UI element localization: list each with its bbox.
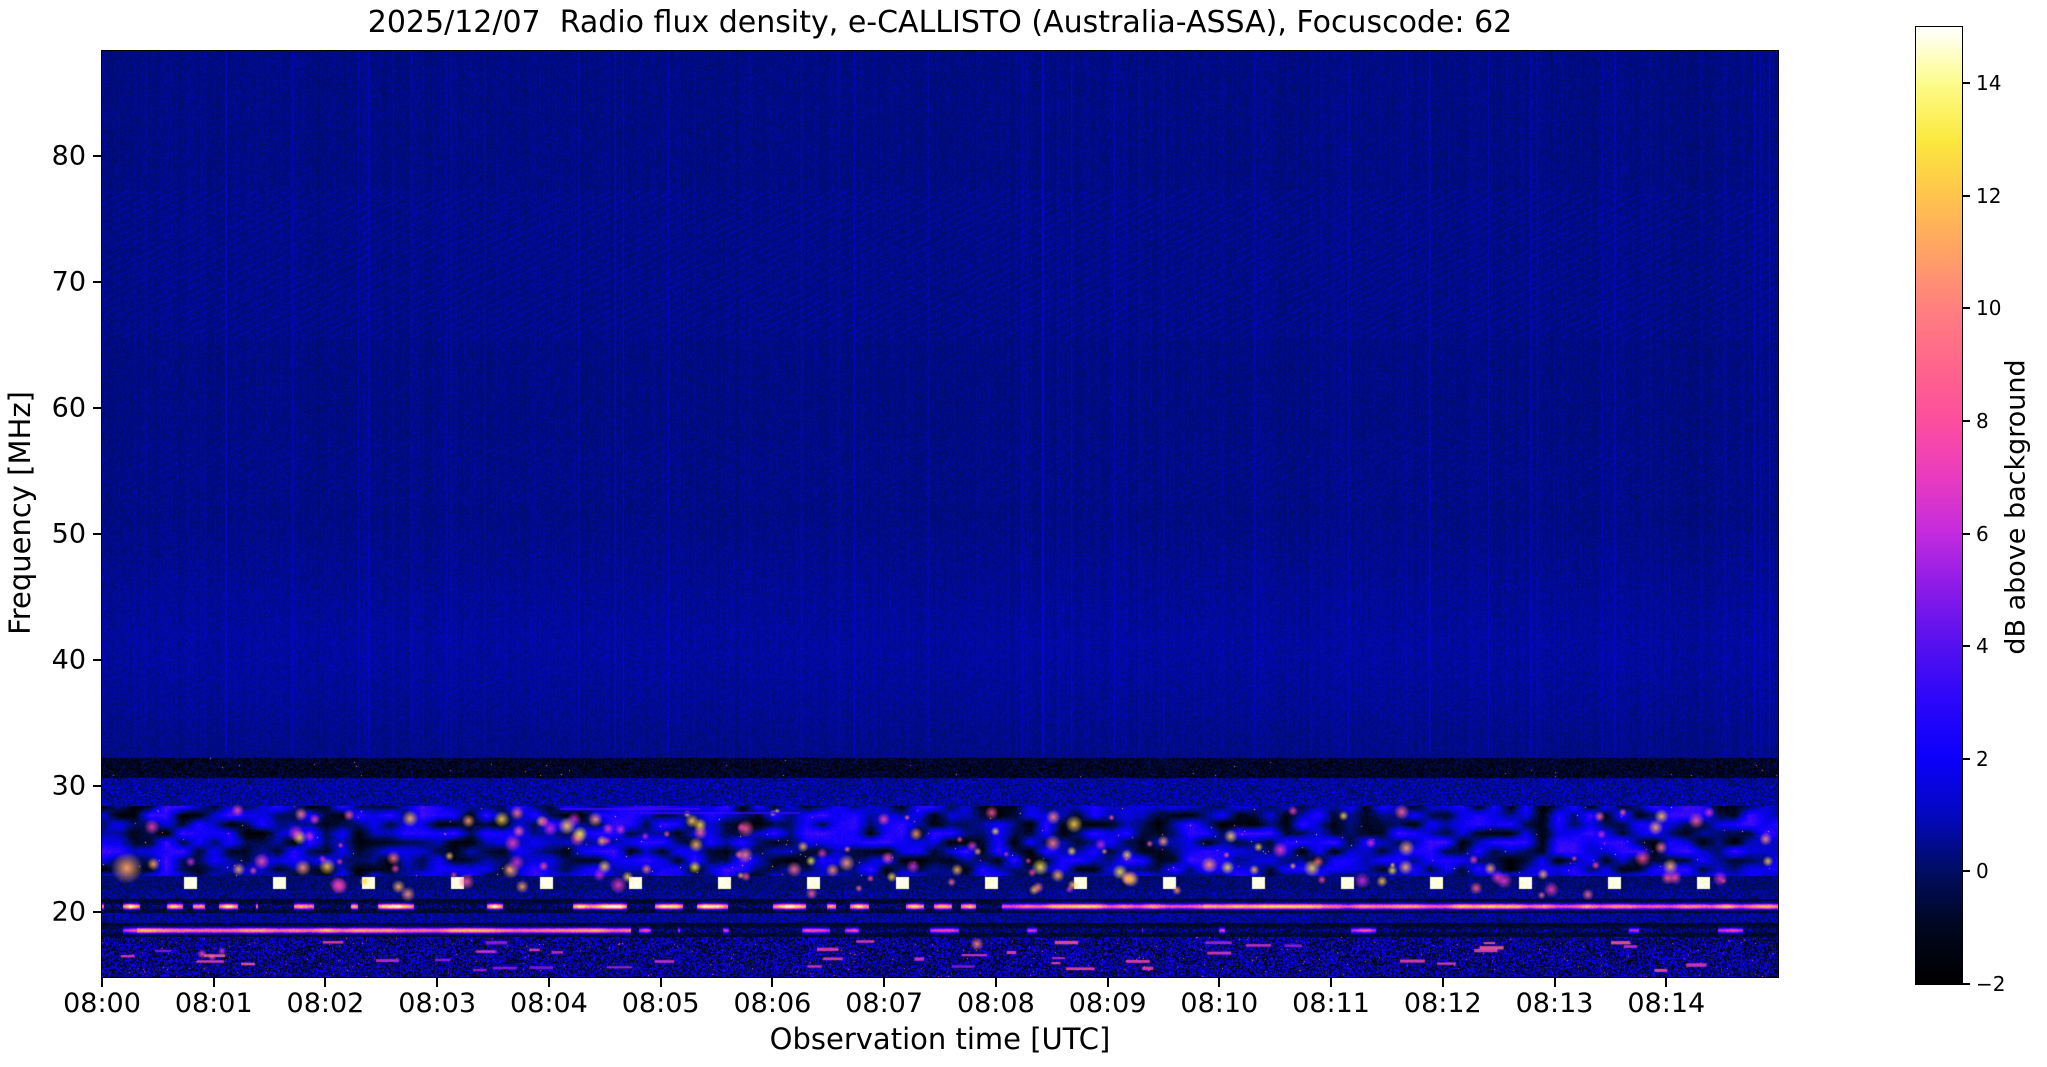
- x-tick-label: 08:06: [733, 988, 812, 1019]
- y-tick-label: 70: [51, 266, 86, 298]
- colorbar-tick-label: 4: [1976, 634, 1989, 659]
- x-tick-mark: [1330, 978, 1333, 987]
- y-tick-mark: [93, 658, 102, 661]
- colorbar-tick-label: 0: [1976, 859, 1989, 884]
- y-tick-mark: [93, 154, 102, 157]
- x-tick-mark: [1553, 978, 1556, 987]
- colorbar-tick-mark: [1963, 757, 1970, 760]
- plot-title: 2025/12/07 Radio flux density, e-CALLIST…: [367, 5, 1513, 40]
- x-tick-label: 08:12: [1403, 988, 1482, 1019]
- x-tick-mark: [771, 978, 774, 987]
- colorbar-tick-mark: [1963, 532, 1970, 535]
- colorbar-gradient: [1916, 27, 1962, 984]
- colorbar-tick-label: 2: [1976, 746, 1989, 771]
- colorbar-tick-mark: [1963, 307, 1970, 310]
- x-tick-mark: [324, 978, 327, 987]
- x-tick-label: 08:11: [1292, 988, 1370, 1019]
- colorbar-tick-label: 12: [1976, 183, 2002, 208]
- y-tick-mark: [93, 406, 102, 409]
- colorbar: [1915, 26, 1963, 985]
- x-tick-mark: [883, 978, 886, 987]
- x-tick-label: 08:01: [174, 988, 253, 1019]
- y-tick-label: 50: [51, 518, 86, 550]
- y-tick-label: 30: [51, 770, 86, 802]
- colorbar-tick-mark: [1963, 194, 1970, 197]
- colorbar-tick-mark: [1963, 983, 1970, 985]
- x-tick-mark: [1665, 978, 1668, 987]
- y-tick-mark: [93, 784, 102, 787]
- y-tick-label: 20: [51, 896, 86, 928]
- plot-area: [101, 50, 1779, 978]
- colorbar-tick-label: −2: [1976, 972, 2006, 996]
- x-tick-label: 08:04: [510, 988, 588, 1019]
- x-tick-label: 08:02: [286, 988, 365, 1019]
- x-tick-mark: [212, 978, 215, 987]
- x-tick-label: 08:03: [398, 988, 477, 1019]
- spectrogram-canvas: [102, 51, 1778, 977]
- x-tick-label: 08:08: [956, 988, 1035, 1019]
- x-axis-label: Observation time [UTC]: [769, 1022, 1111, 1056]
- y-tick-mark: [93, 280, 102, 283]
- y-tick-mark: [93, 910, 102, 913]
- y-tick-label: 60: [51, 392, 86, 424]
- colorbar-tick-label: 14: [1976, 71, 2002, 96]
- x-tick-mark: [1106, 978, 1109, 987]
- colorbar-tick-label: 10: [1976, 296, 2002, 321]
- x-tick-label: 08:05: [621, 988, 700, 1019]
- x-tick-mark: [101, 978, 103, 987]
- x-tick-label: 08:09: [1068, 988, 1147, 1019]
- x-tick-mark: [994, 978, 997, 987]
- colorbar-label: dB above background: [2000, 359, 2032, 655]
- x-tick-label: 08:07: [845, 988, 924, 1019]
- x-tick-label: 08:00: [63, 988, 141, 1019]
- colorbar-tick-mark: [1963, 870, 1970, 873]
- y-tick-mark: [93, 532, 102, 535]
- colorbar-tick-mark: [1963, 420, 1970, 423]
- x-tick-label: 08:13: [1515, 988, 1594, 1019]
- colorbar-tick-label: 8: [1976, 409, 1989, 434]
- y-tick-label: 80: [51, 140, 86, 172]
- x-tick-mark: [659, 978, 662, 987]
- x-tick-mark: [1218, 978, 1221, 987]
- x-tick-label: 08:10: [1180, 988, 1259, 1019]
- colorbar-tick-mark: [1963, 645, 1970, 648]
- colorbar-tick-label: 6: [1976, 521, 1989, 546]
- x-tick-mark: [436, 978, 439, 987]
- x-tick-mark: [1441, 978, 1444, 987]
- x-tick-label: 08:14: [1627, 988, 1706, 1019]
- colorbar-tick-mark: [1963, 82, 1970, 85]
- y-tick-label: 40: [51, 644, 86, 676]
- x-tick-mark: [547, 978, 550, 987]
- y-axis-label: Frequency [MHz]: [3, 391, 37, 635]
